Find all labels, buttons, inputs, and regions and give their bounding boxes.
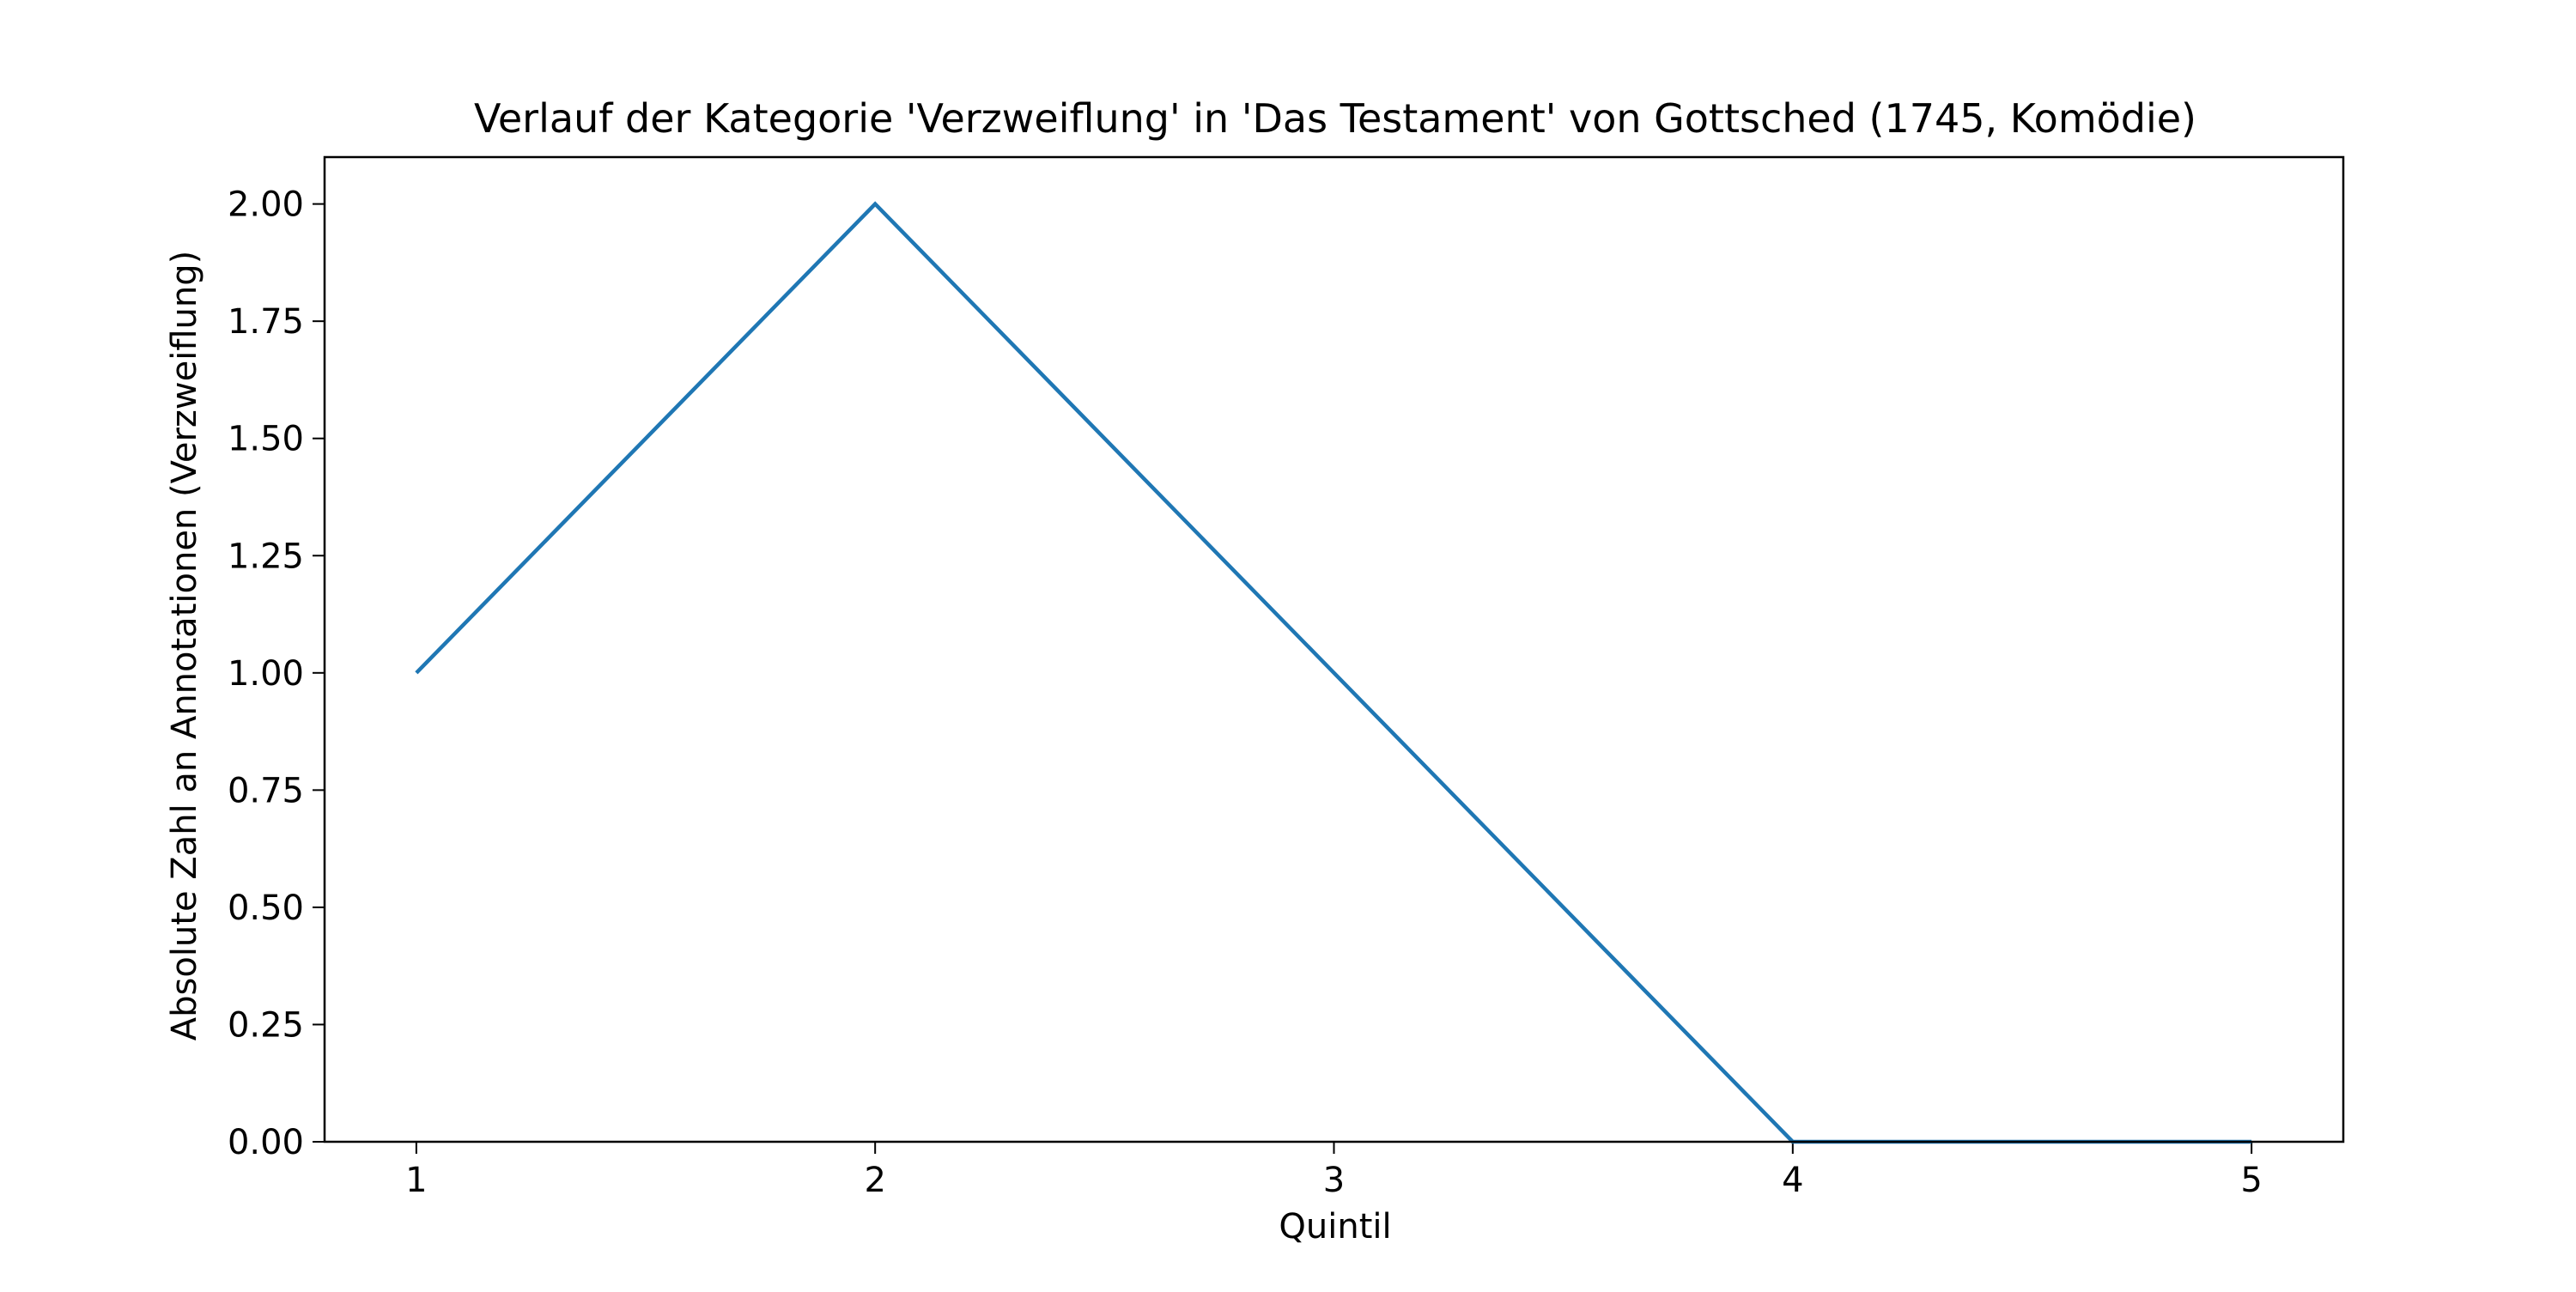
x-tick-label: 3 (1323, 1161, 1345, 1200)
x-tick-label: 1 (405, 1161, 427, 1200)
chart-title: Verlauf der Kategorie 'Verzweiflung' in … (474, 95, 2196, 142)
x-tick-label: 5 (2240, 1161, 2262, 1200)
y-tick-label: 0.00 (228, 1123, 304, 1162)
y-tick-label: 1.25 (228, 537, 304, 576)
y-tick-label: 1.50 (228, 420, 304, 459)
x-axis-label: Quintil (1279, 1207, 1391, 1247)
x-tick-label: 2 (864, 1161, 885, 1200)
y-tick-label: 0.75 (228, 771, 304, 810)
x-tick-label: 4 (1782, 1161, 1803, 1200)
y-tick-label: 0.50 (228, 889, 304, 928)
y-tick-label: 1.00 (228, 654, 304, 694)
y-tick-label: 2.00 (228, 185, 304, 225)
y-tick-label: 0.25 (228, 1005, 304, 1045)
y-tick-label: 1.75 (228, 302, 304, 342)
y-axis-label: Absolute Zahl an Annotationen (Verzweifl… (165, 251, 204, 1041)
